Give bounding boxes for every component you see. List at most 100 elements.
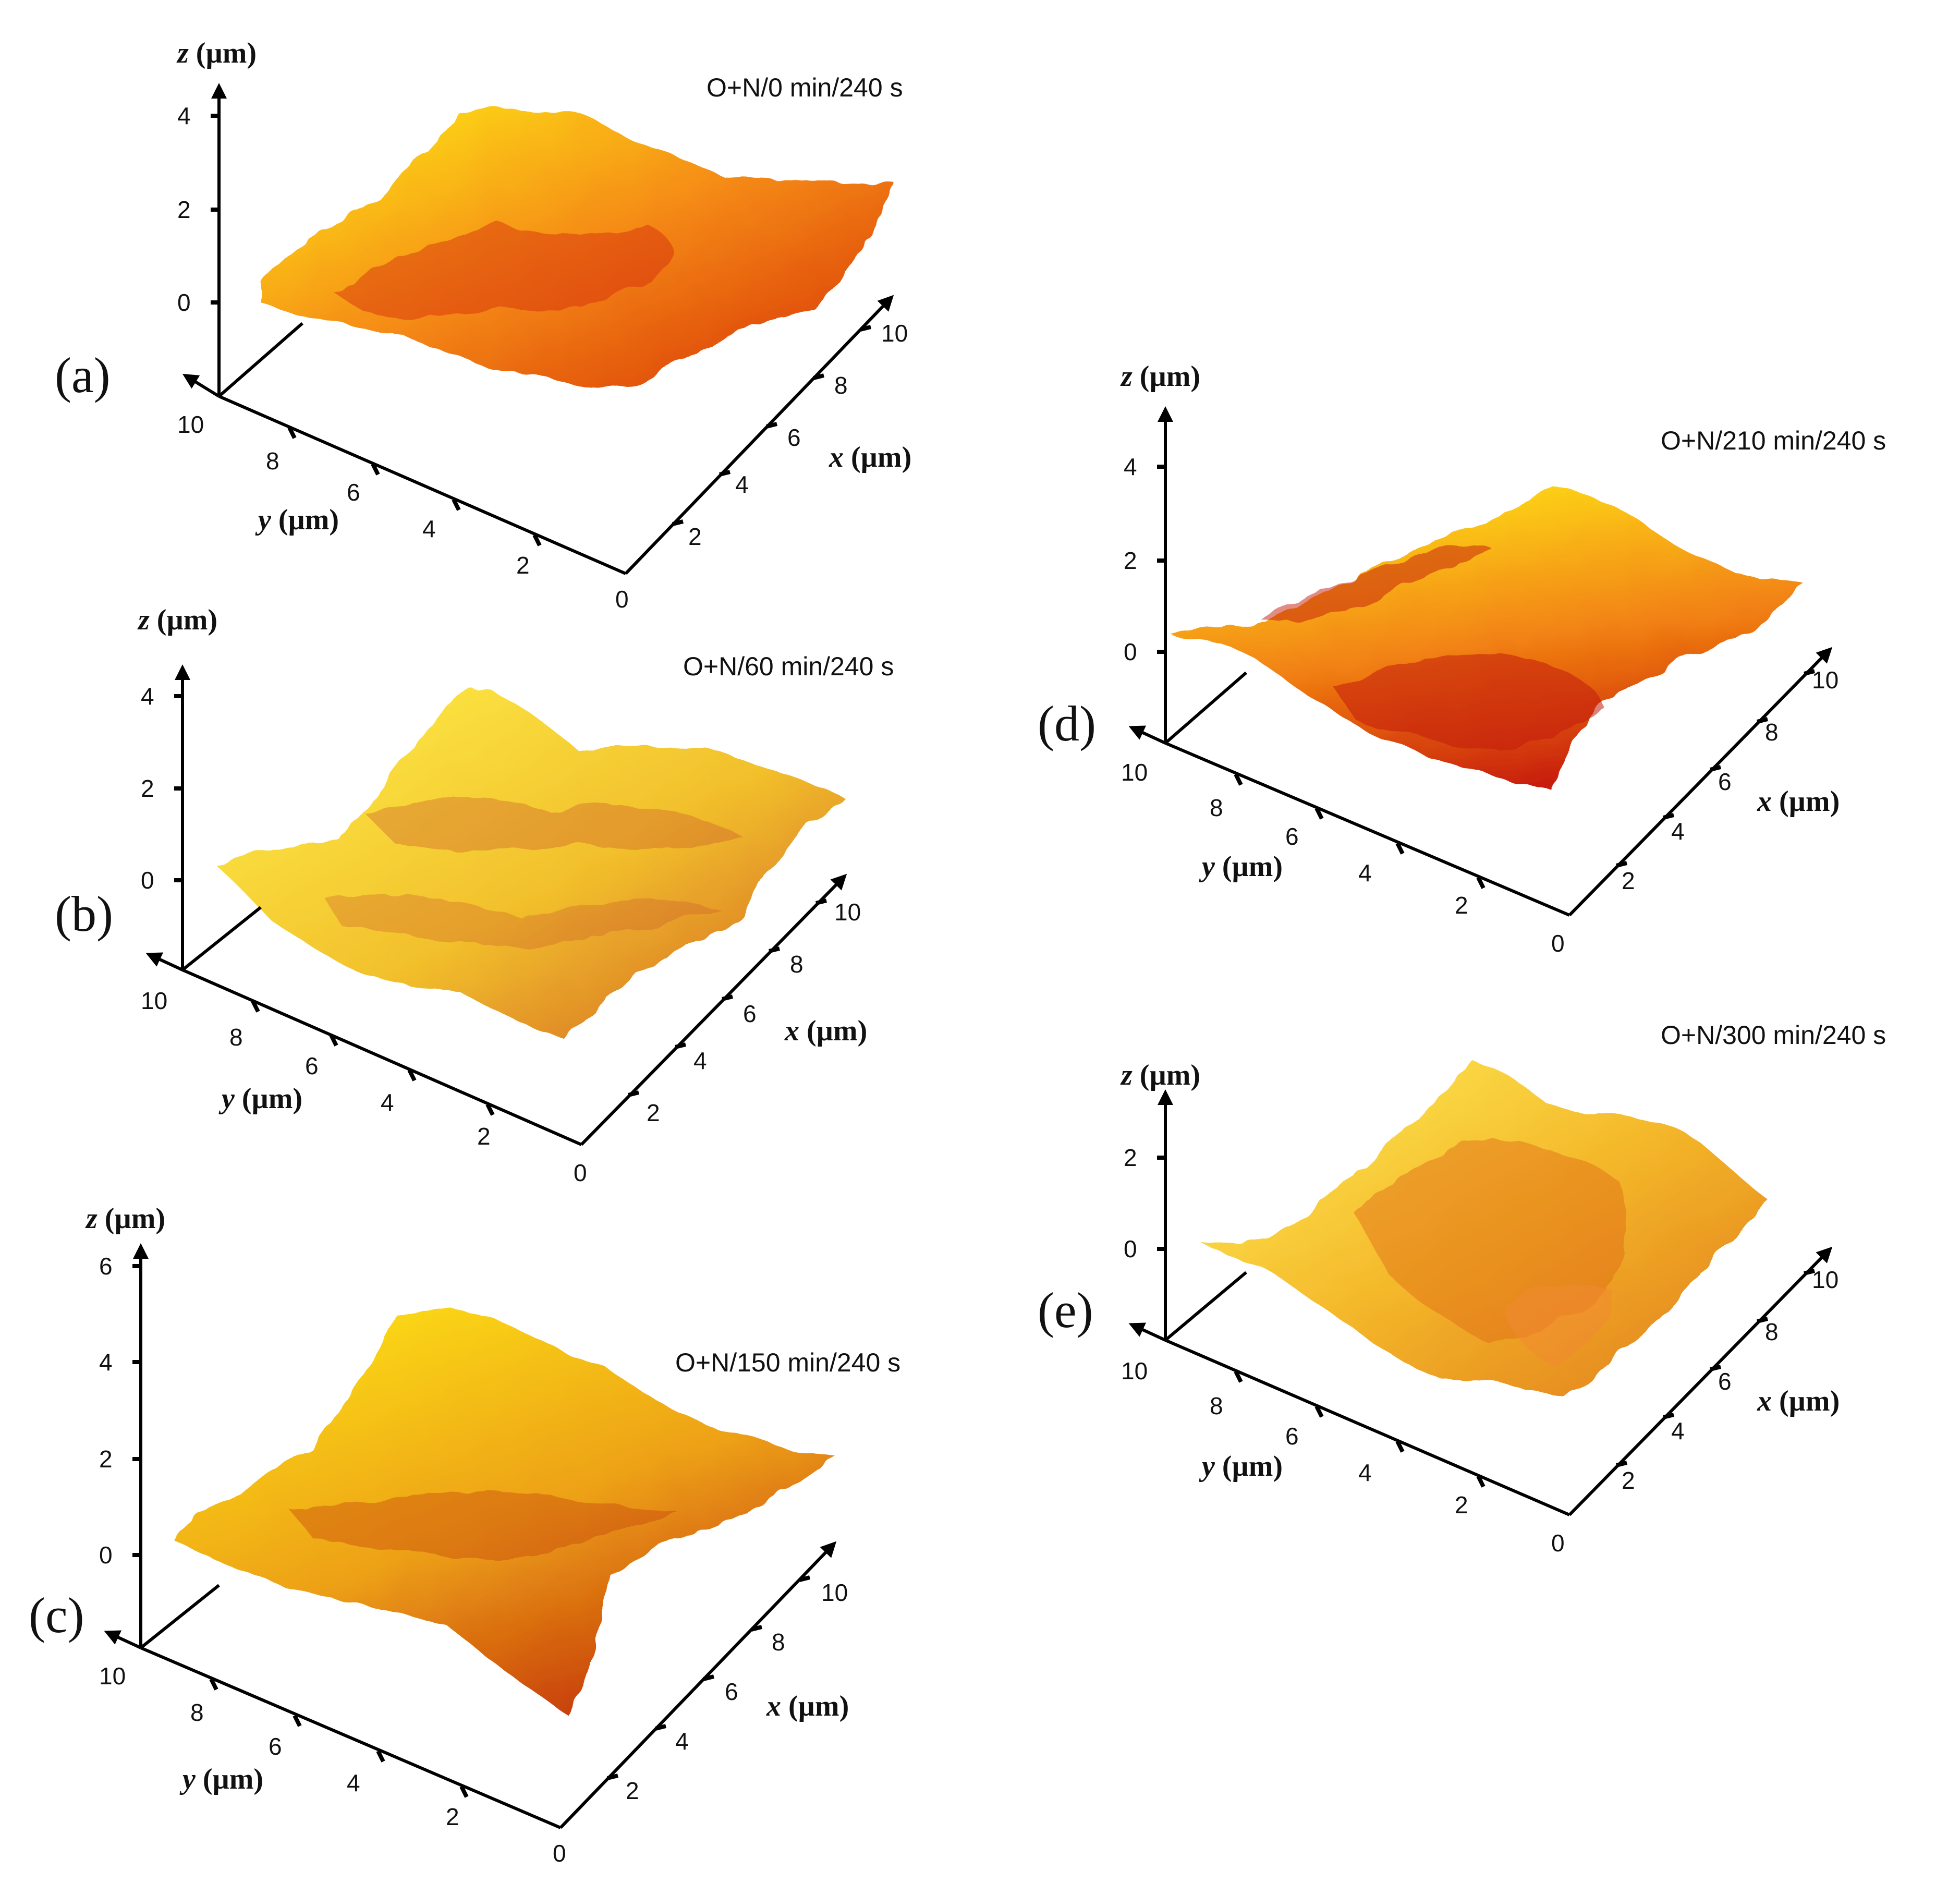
y-tick-label: 8 <box>266 447 279 475</box>
x-tick-label: 6 <box>1718 768 1732 795</box>
x-axis-title: x (µm) <box>829 441 911 473</box>
axes: 0 2 4 6 10 8 6 4 2 <box>85 1202 849 1867</box>
x-tick-label: 0 <box>1551 1529 1565 1557</box>
y-tick <box>1314 807 1324 820</box>
z-tick-label: 6 <box>99 1253 113 1280</box>
axes: 0 2 4 10 8 6 4 2 0 <box>176 37 911 613</box>
x-tick <box>607 1773 618 1780</box>
x-tick <box>628 1090 639 1097</box>
x-tick-label: 10 <box>1812 1266 1839 1293</box>
x-tick <box>799 1575 810 1582</box>
x-tick-label: 8 <box>790 951 804 978</box>
x-tick-label: 10 <box>881 320 908 347</box>
panel-b: (b) O+N/60 min/240 s 0 2 4 <box>55 604 894 1186</box>
x-tick <box>1757 717 1768 724</box>
y-axis-title: y (µm) <box>255 504 339 536</box>
x-tick-label: 4 <box>693 1047 707 1074</box>
axes: 0 2 4 10 8 6 4 2 0 <box>1120 360 1840 957</box>
y-ticks: 10 8 6 4 2 <box>177 411 542 579</box>
z-axis-title: z (µm) <box>1120 1059 1200 1091</box>
x-tick-label: 4 <box>1671 818 1685 845</box>
x-tick-label: 6 <box>743 1000 757 1027</box>
surface-plot <box>261 108 897 387</box>
panel-c: (c) O+N/150 min/240 s 0 2 4 6 <box>29 1202 900 1867</box>
x-tick-label: 8 <box>1765 719 1779 746</box>
y-tick <box>1314 1405 1324 1418</box>
z-tick-label: 2 <box>1124 547 1137 574</box>
x-tick <box>655 1724 666 1731</box>
x-tick-label: 2 <box>626 1777 639 1804</box>
y-axis-title: y (µm) <box>179 1763 263 1795</box>
x-axis <box>624 295 894 575</box>
x-tick <box>1804 669 1815 676</box>
x-tick-label: 2 <box>1622 867 1635 894</box>
y-ticks: 10 8 6 4 2 <box>141 987 495 1150</box>
z-tick-label: 2 <box>99 1445 113 1473</box>
surface-shading <box>1502 1285 1616 1366</box>
x-tick <box>860 325 871 332</box>
y-tick <box>376 1750 385 1763</box>
panel-label: (e) <box>1038 1282 1093 1338</box>
y-axis <box>181 968 582 1146</box>
y-tick-label: 4 <box>381 1089 394 1116</box>
y-tick-label: 2 <box>446 1803 459 1830</box>
z-tick-label: 0 <box>141 867 154 894</box>
panel-label: (b) <box>55 886 113 942</box>
x-tick-label: 6 <box>725 1678 738 1705</box>
y-tick <box>1234 773 1243 786</box>
z-axis-title: z (µm) <box>1120 360 1200 393</box>
x-tick <box>675 1042 686 1049</box>
y-tick-label: 10 <box>1121 759 1148 786</box>
x-tick-label: 10 <box>1812 666 1839 694</box>
y-tick <box>459 1785 469 1798</box>
origin-axis <box>1164 1271 1247 1342</box>
surface-shading <box>334 224 672 317</box>
surface-plot <box>216 688 845 1038</box>
y-tick <box>209 1678 218 1691</box>
x-tick-label: 2 <box>1622 1467 1635 1494</box>
y-tick-label: 6 <box>1285 1423 1299 1450</box>
y-tick <box>1476 877 1486 889</box>
panel-label: (a) <box>55 347 111 403</box>
z-ticks: 0 2 4 <box>177 102 219 316</box>
x-axis <box>559 1541 837 1829</box>
x-axis-title: x (µm) <box>766 1690 849 1722</box>
y-tick-label: 4 <box>422 515 436 542</box>
x-tick-label: 10 <box>821 1579 848 1606</box>
x-tick-label: 0 <box>1551 930 1565 957</box>
panel-e: (e) O+N/300 min/240 s 0 2 <box>1038 1021 1886 1557</box>
y-tick <box>329 1034 338 1047</box>
y-tick-label: 2 <box>516 552 530 579</box>
z-ticks: 0 2 4 6 <box>99 1253 141 1569</box>
x-tick <box>1710 1365 1721 1371</box>
y-tick-label: 2 <box>1455 1491 1468 1518</box>
x-tick-label: 4 <box>735 471 749 498</box>
x-ticks: 0 2 4 6 8 10 <box>553 1575 848 1867</box>
surface <box>1168 488 1804 793</box>
surface-shading <box>1262 543 1491 622</box>
x-tick-label: 10 <box>834 898 861 926</box>
y-tick <box>407 1069 417 1082</box>
panel-label: (d) <box>1038 696 1096 751</box>
x-tick-label: 6 <box>1718 1368 1732 1395</box>
axes: 0 2 10 8 6 4 2 0 2 <box>1120 1059 1840 1557</box>
condition-title: O+N/150 min/240 s <box>675 1348 900 1377</box>
back-y-axis <box>1128 725 1166 745</box>
y-tick <box>452 499 461 511</box>
origin-axis <box>140 1584 220 1649</box>
y-tick-label: 4 <box>1358 859 1372 886</box>
y-tick-label: 6 <box>269 1733 282 1760</box>
x-tick <box>703 1674 714 1681</box>
z-tick-label: 2 <box>177 196 191 223</box>
x-tick <box>1663 813 1674 820</box>
y-tick <box>532 534 542 546</box>
z-tick-label: 0 <box>177 289 191 316</box>
x-tick <box>722 994 733 1001</box>
x-tick <box>815 898 827 905</box>
x-axis <box>1568 1246 1833 1516</box>
x-ticks: 0 2 4 6 8 10 <box>615 320 908 613</box>
surface-shading <box>323 894 720 949</box>
x-tick-label: 6 <box>787 424 801 451</box>
z-ticks: 0 2 4 <box>141 683 182 894</box>
